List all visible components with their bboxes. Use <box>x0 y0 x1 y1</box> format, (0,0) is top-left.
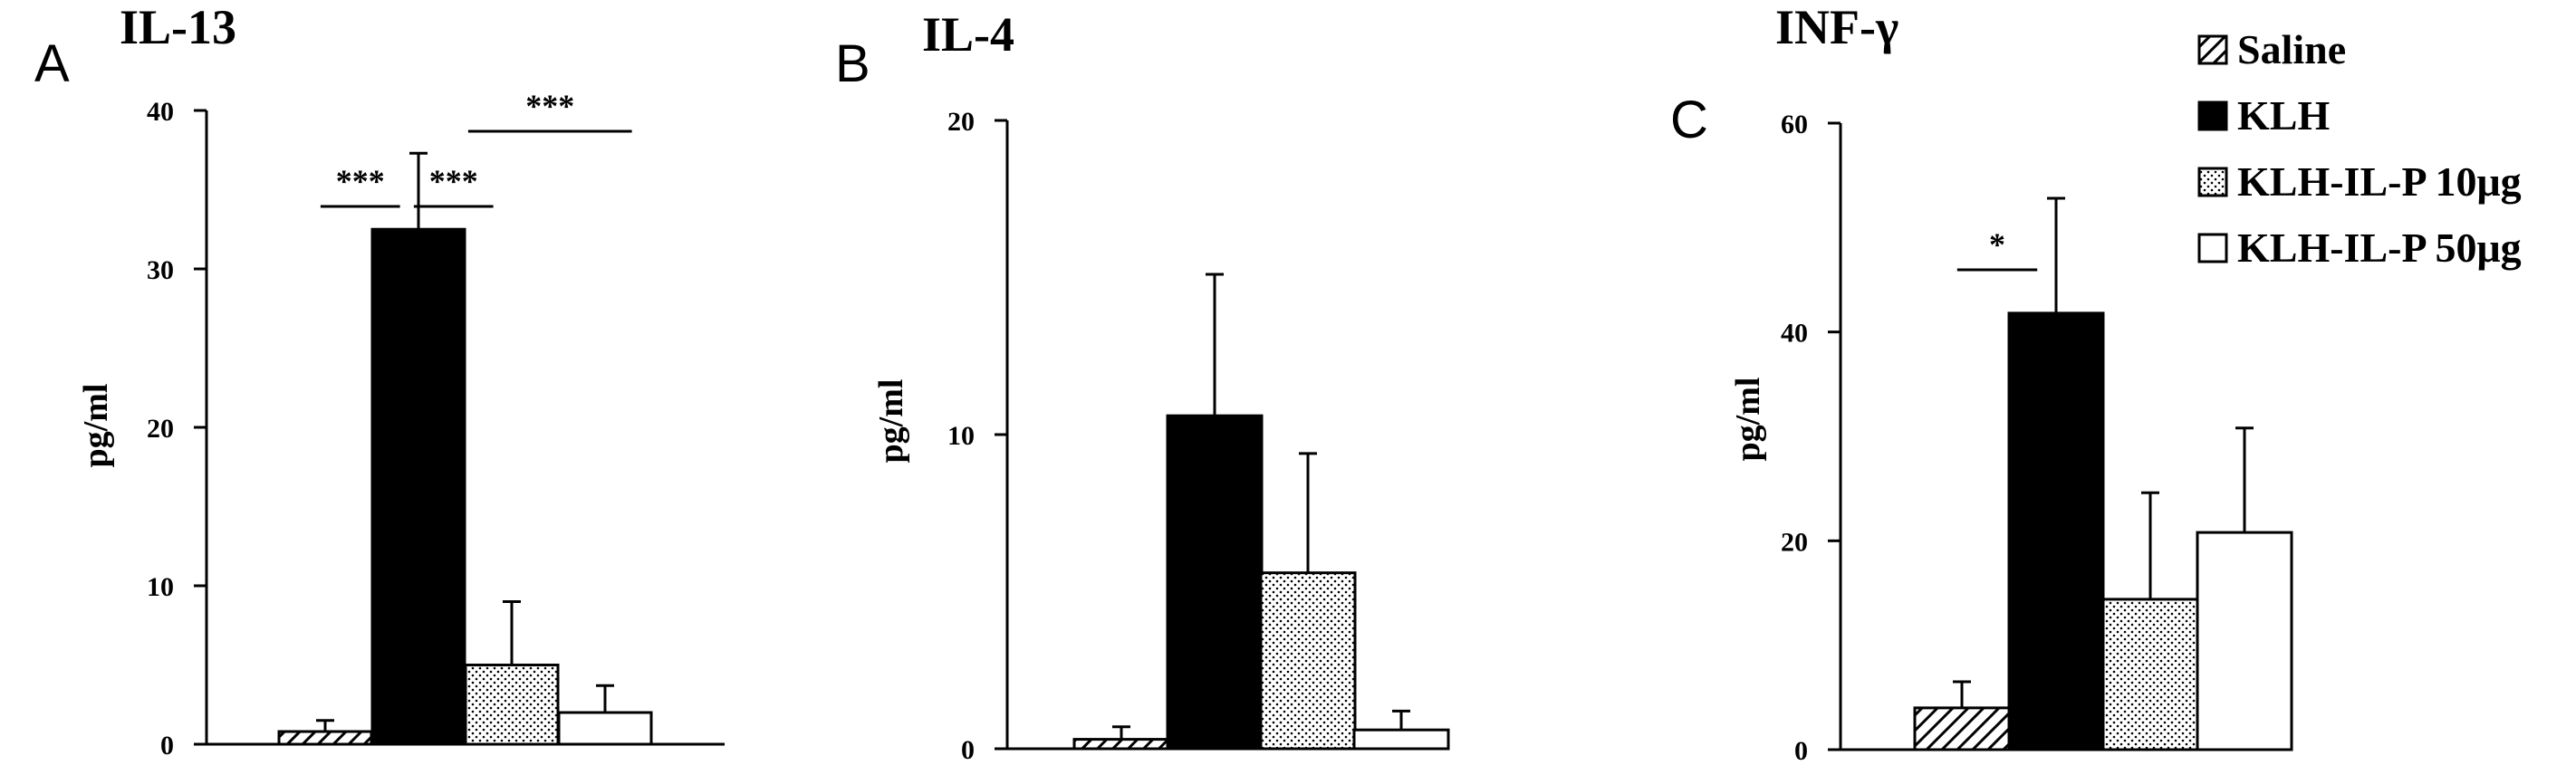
bar-3 <box>1259 571 1357 751</box>
chart-panel-c: C INF-γ pg/ml 0 20 40 60 * <box>1670 0 2293 766</box>
chart-title: IL-13 <box>120 0 236 54</box>
bar-1 <box>1072 738 1170 751</box>
legend-swatch-4 <box>2197 233 2228 263</box>
y-axis-label: pg/ml <box>872 379 910 464</box>
chart-title: INF-γ <box>1775 0 1898 54</box>
y-tick-label: 10 <box>947 421 975 451</box>
significance-label: * <box>1989 226 2005 263</box>
bar-3 <box>464 664 560 746</box>
panel-letter: A <box>34 34 70 93</box>
y-tick-label: 10 <box>147 572 174 602</box>
legend-label-2: KLH <box>2237 92 2330 139</box>
significance-label: *** <box>429 163 478 199</box>
chart-title: IL-4 <box>922 7 1014 62</box>
y-tick-label: 20 <box>947 107 975 137</box>
legend-label-3: KLH-IL-P 10μg <box>2237 158 2522 205</box>
bar-3 <box>2101 598 2199 751</box>
y-tick-label: 40 <box>1781 319 1808 349</box>
panel-letter: C <box>1670 91 1708 149</box>
y-tick-label: 30 <box>147 255 174 285</box>
panel-letter: B <box>835 34 870 93</box>
legend-label-1: Saline <box>2237 26 2346 72</box>
y-tick-label: 60 <box>1781 110 1808 139</box>
significance-label: *** <box>525 88 574 124</box>
bar-1 <box>1913 706 2011 751</box>
y-tick-label: 0 <box>1794 736 1808 766</box>
legend-swatch-1 <box>2197 34 2228 65</box>
y-tick-label: 40 <box>147 97 174 127</box>
bar-4 <box>1352 728 1450 751</box>
bar-1 <box>277 730 373 746</box>
chart-panel-b: B IL-4 pg/ml 0 10 20 <box>835 7 1450 765</box>
legend-swatch-3 <box>2197 167 2228 197</box>
y-axis-label: pg/ml <box>1729 378 1767 462</box>
bar-2 <box>2007 311 2105 751</box>
bar-2 <box>370 227 466 746</box>
y-tick-label: 20 <box>147 414 174 444</box>
y-tick-label: 20 <box>1781 527 1808 557</box>
significance-label: *** <box>336 163 385 199</box>
bar-2 <box>1166 414 1264 751</box>
y-tick-label: 0 <box>160 731 174 761</box>
y-axis-label: pg/ml <box>77 384 115 468</box>
chart-panel-a: A IL-13 pg/ml 0 10 20 30 40 *** *** *** <box>34 0 725 761</box>
bar-4 <box>2196 531 2293 751</box>
y-tick-label: 0 <box>961 735 975 765</box>
legend-swatch-2 <box>2197 100 2228 131</box>
legend-label-4: KLH-IL-P 50μg <box>2237 225 2522 271</box>
bar-4 <box>557 711 653 746</box>
legend: Saline KLH KLH-IL-P 10μg KLH-IL-P 50μg <box>2197 26 2522 271</box>
